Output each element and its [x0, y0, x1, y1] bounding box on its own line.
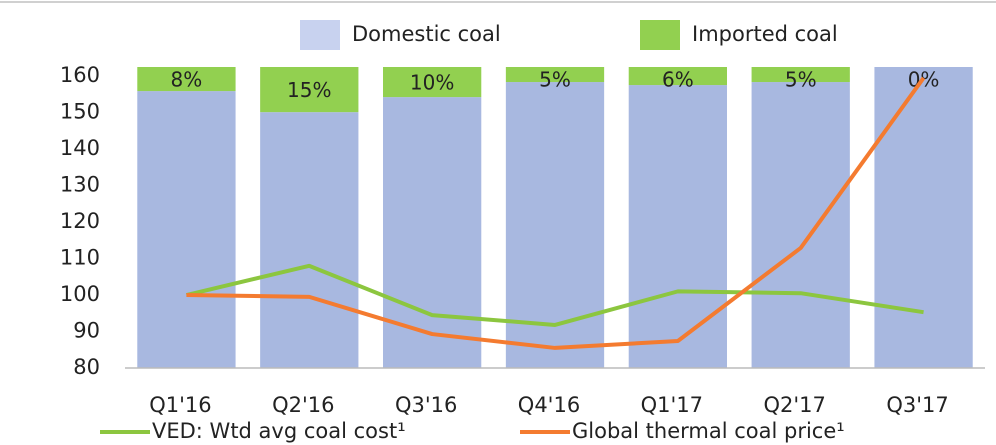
y-tick-label: 110 — [60, 246, 100, 270]
data-label: 8% — [171, 68, 203, 92]
y-tick-label: 160 — [60, 63, 100, 87]
bar-segment — [874, 67, 973, 368]
line-series — [185, 263, 924, 327]
bar-segment — [628, 67, 727, 86]
bar-segment — [383, 97, 482, 368]
y-tick-label: 150 — [60, 100, 100, 124]
y-tick-label: 80 — [73, 355, 100, 379]
y-tick-label: 120 — [60, 209, 100, 233]
x-tick-label: Q2'16 — [272, 393, 334, 417]
legend-swatch — [300, 20, 340, 50]
bar-segment — [383, 67, 482, 98]
x-tick-label: Q2'17 — [764, 393, 826, 417]
y-tick-label: 90 — [73, 319, 100, 343]
y-tick-label: 140 — [60, 136, 100, 160]
data-label: 6% — [662, 68, 694, 92]
bar-segment — [137, 91, 236, 368]
bar-segment — [751, 82, 850, 369]
bar-segment — [751, 67, 850, 83]
bar-segment — [137, 67, 236, 92]
data-label: 10% — [410, 71, 454, 95]
data-label: 5% — [539, 68, 571, 92]
y-tick-label: 100 — [60, 282, 100, 306]
x-tick-label: Q3'16 — [395, 393, 457, 417]
line-series — [186, 76, 926, 350]
y-tick-label: 130 — [60, 173, 100, 197]
bar-segment — [505, 67, 605, 83]
legend-label: Domestic coal — [352, 22, 501, 46]
bar-segment — [260, 112, 359, 369]
legend-swatch — [640, 20, 680, 50]
legend-label: Global thermal coal price¹ — [572, 419, 845, 443]
legend-label: VED: Wtd avg coal cost¹ — [152, 419, 406, 443]
bar-segment — [260, 67, 359, 113]
data-label: 5% — [785, 68, 817, 92]
data-label: 15% — [287, 78, 331, 102]
x-tick-label: Q1'17 — [641, 393, 703, 417]
bar-segment — [628, 85, 727, 368]
x-tick-label: Q3'17 — [886, 393, 948, 417]
x-tick-label: Q1'16 — [149, 393, 211, 417]
x-tick-label: Q4'16 — [518, 393, 580, 417]
legend-label: Imported coal — [692, 22, 838, 46]
